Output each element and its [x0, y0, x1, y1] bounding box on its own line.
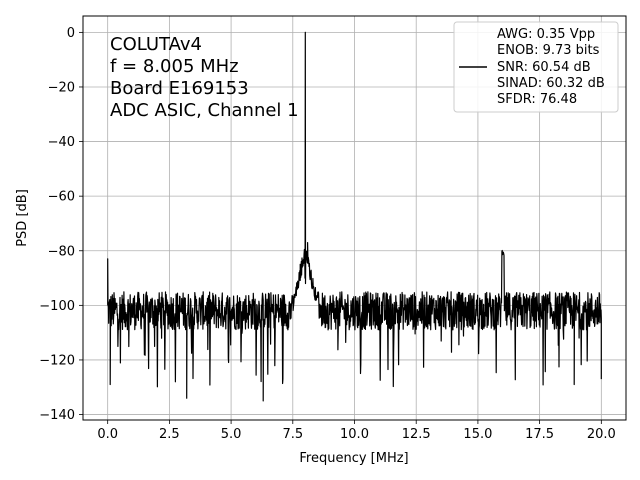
legend-entry-2: ENOB: 9.73 bits	[497, 43, 600, 58]
legend-entry-3: SNR: 60.54 dB	[497, 60, 591, 75]
x-tick-label: 0.0	[97, 427, 118, 442]
axis-ticks: 0.0 2.5 5.0 7.5 10.0 12.5 15.0 17.5 20.0 0 −20 −40 −…	[39, 26, 616, 442]
annotation-line-3: Board E169153	[110, 78, 249, 99]
annotation-block: COLUTAv4 f = 8.005 MHz Board E169153 ADC…	[110, 34, 299, 121]
legend-entry-1: AWG: 0.35 Vpp	[497, 27, 595, 42]
y-tick-label: −120	[39, 353, 75, 368]
psd-series	[107, 31, 602, 402]
y-tick-label: 0	[67, 26, 75, 41]
annotation-line-1: COLUTAv4	[110, 34, 202, 55]
psd-line	[107, 31, 602, 402]
legend-entry-4: SINAD: 60.32 dB	[497, 76, 605, 91]
x-tick-label: 20.0	[587, 427, 616, 442]
legend-box	[453, 21, 619, 113]
y-tick-label: −80	[48, 244, 75, 259]
y-axis-label: PSD [dB]	[15, 189, 30, 247]
x-tick-label: 17.5	[525, 427, 554, 442]
annotation-line-4: ADC ASIC, Channel 1	[110, 100, 299, 121]
x-tick-label: 12.5	[402, 427, 431, 442]
y-tick-label: −60	[48, 190, 75, 205]
x-tick-label: 5.0	[221, 427, 242, 442]
x-axis-label: Frequency [MHz]	[299, 451, 408, 466]
y-tick-label: −20	[48, 80, 75, 95]
y-tick-label: −100	[39, 299, 75, 314]
y-tick-label: −40	[48, 135, 75, 150]
x-tick-label: 7.5	[282, 427, 303, 442]
x-tick-label: 10.0	[340, 427, 369, 442]
legend: AWG: 0.35 Vpp ENOB: 9.73 bits SNR: 60.54…	[453, 21, 619, 113]
legend-entry-5: SFDR: 76.48	[497, 92, 577, 107]
x-tick-label: 15.0	[463, 427, 492, 442]
annotation-line-2: f = 8.005 MHz	[110, 56, 239, 77]
y-tick-label: −140	[39, 408, 75, 423]
x-tick-label: 2.5	[159, 427, 180, 442]
